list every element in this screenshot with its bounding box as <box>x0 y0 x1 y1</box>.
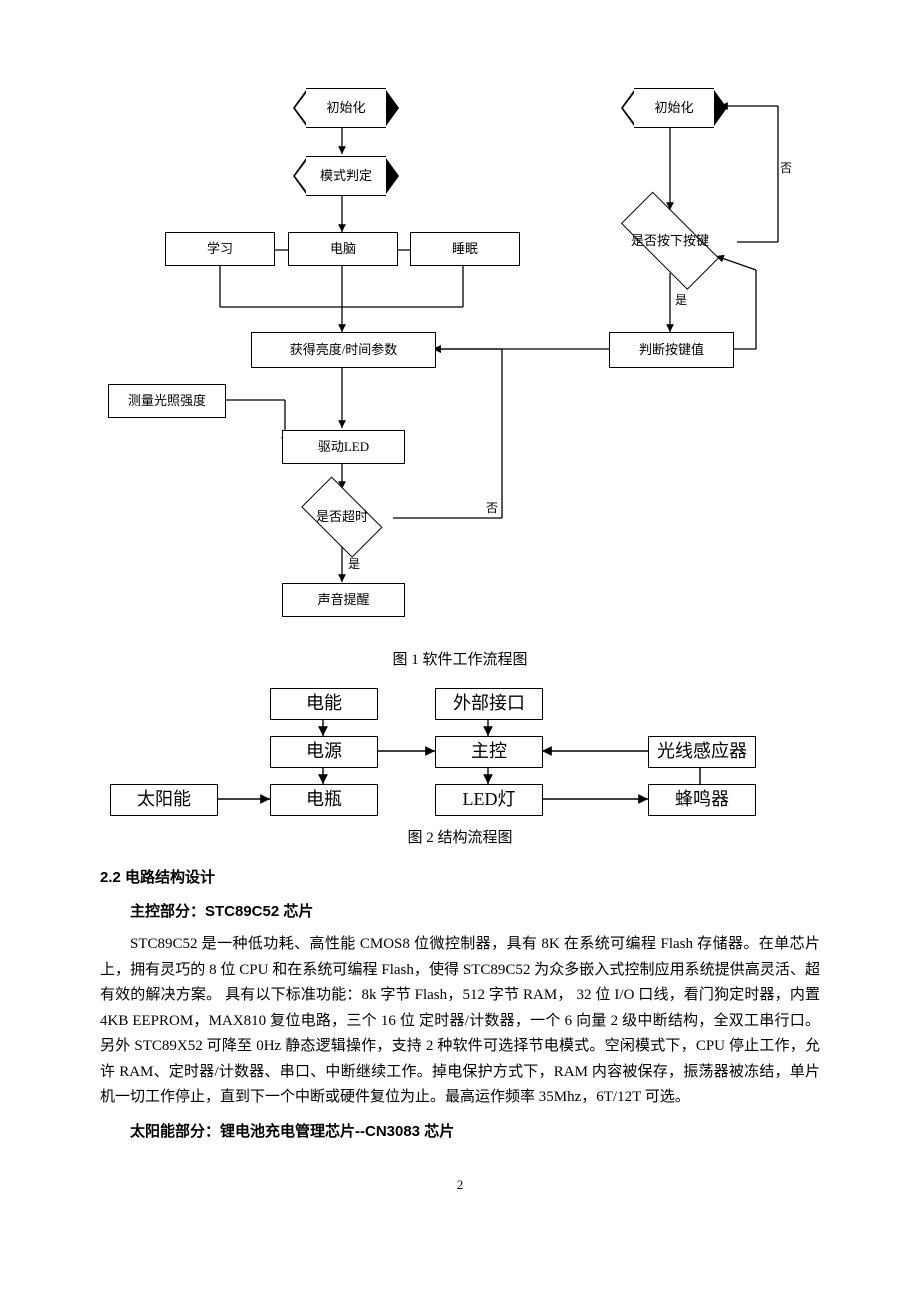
node-params: 获得亮度/时间参数 <box>251 332 436 368</box>
node-label: 初始化 <box>654 97 693 119</box>
node-label: 学习 <box>207 238 233 260</box>
node-label: 光线感应器 <box>657 736 747 767</box>
node-label: 太阳能 <box>137 784 191 815</box>
node-keypress: 是否按下按键 <box>604 210 736 272</box>
node-label: 初始化 <box>326 97 365 119</box>
node-label: 睡眠 <box>452 238 478 260</box>
node-solar: 太阳能 <box>110 784 218 816</box>
edge-yes-right: 是 <box>675 290 687 310</box>
subhead-1: 主控部分：STC89C52 芯片 <box>100 899 820 925</box>
node-computer: 电脑 <box>288 232 398 266</box>
node-label: 测量光照强度 <box>128 390 206 412</box>
subhead-2: 太阳能部分：锂电池充电管理芯片--CN3083 芯片 <box>100 1119 820 1145</box>
node-study: 学习 <box>165 232 275 266</box>
node-label: 驱动LED <box>318 436 369 458</box>
node-label: LED灯 <box>463 784 516 815</box>
node-energy: 电能 <box>270 688 378 720</box>
flowchart-software: 初始化 初始化 模式判定 学习 电脑 睡眠 获得亮度/时间参数 测量光照强度 驱… <box>110 80 810 640</box>
node-ext: 外部接口 <box>435 688 543 720</box>
node-label: 蜂鸣器 <box>675 784 729 815</box>
node-light: 光线感应器 <box>648 736 756 768</box>
node-buzz: 蜂鸣器 <box>648 784 756 816</box>
edge-no-right: 否 <box>780 158 792 178</box>
edge-no-mid: 否 <box>486 498 498 518</box>
node-label: 外部接口 <box>453 688 525 719</box>
node-label: 获得亮度/时间参数 <box>290 339 398 361</box>
paragraph-1: STC89C52 是一种低功耗、高性能 CMOS8 位微控制器，具有 8K 在系… <box>100 932 820 1111</box>
caption-fig1: 图 1 软件工作流程图 <box>100 648 820 674</box>
node-label: 电瓶 <box>306 784 342 815</box>
node-mode: 模式判定 <box>306 156 386 196</box>
node-sleep: 睡眠 <box>410 232 520 266</box>
node-alert: 声音提醒 <box>282 583 405 617</box>
node-mcu: 主控 <box>435 736 543 768</box>
section-heading: 2.2 电路结构设计 <box>100 865 820 891</box>
node-power: 电源 <box>270 736 378 768</box>
node-label: 模式判定 <box>320 165 372 187</box>
node-judge: 判断按键值 <box>609 332 734 368</box>
node-label: 是否按下按键 <box>631 230 709 252</box>
node-batt: 电瓶 <box>270 784 378 816</box>
node-led: LED灯 <box>435 784 543 816</box>
node-init-right: 初始化 <box>634 88 714 128</box>
node-label: 主控 <box>471 736 507 767</box>
node-timeout: 是否超时 <box>292 488 392 546</box>
node-measure: 测量光照强度 <box>108 384 226 418</box>
flowchart-structure: 电能 外部接口 电源 主控 光线感应器 太阳能 电瓶 LED灯 蜂鸣器 <box>100 688 820 818</box>
caption-fig2: 图 2 结构流程图 <box>100 826 820 852</box>
edge-yes-mid: 是 <box>348 554 360 574</box>
node-label: 电脑 <box>330 238 356 260</box>
node-label: 电源 <box>306 736 342 767</box>
node-drive: 驱动LED <box>282 430 405 464</box>
page-number: 2 <box>100 1174 820 1196</box>
node-init-left: 初始化 <box>306 88 386 128</box>
node-label: 电能 <box>306 688 342 719</box>
node-label: 声音提醒 <box>317 589 369 611</box>
node-label: 判断按键值 <box>639 339 704 361</box>
node-label: 是否超时 <box>316 506 368 528</box>
